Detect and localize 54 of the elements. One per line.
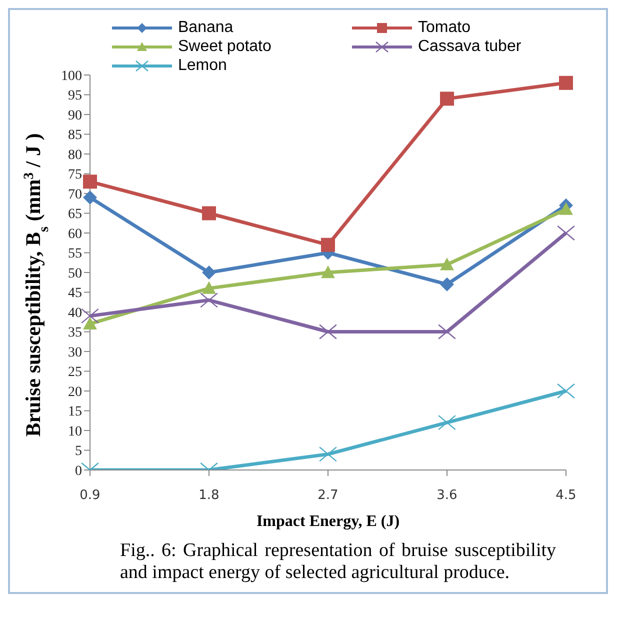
legend-label: Tomato: [418, 18, 470, 37]
y-tick-label: 40: [68, 306, 82, 321]
point: [440, 277, 454, 292]
y-tick-label: 30: [68, 345, 82, 360]
y-tick-label: 15: [68, 404, 82, 420]
y-tick-label: 80: [68, 148, 82, 163]
y-tick-label: 35: [68, 326, 82, 341]
x-tick-label: 4.5: [556, 488, 576, 504]
y-tick-label: 55: [68, 246, 82, 262]
x-tick-label: 3.6: [436, 488, 458, 504]
point: [200, 292, 218, 308]
y-tick-label: 75: [68, 168, 82, 183]
point: [319, 324, 337, 340]
point: [438, 415, 456, 430]
y-tick-label: 5: [75, 444, 82, 460]
point: [438, 324, 456, 340]
y-tick-label: 60: [68, 226, 82, 242]
x-tick-label: 0.9: [80, 488, 100, 504]
x-tick-label: 2.7: [318, 488, 338, 504]
point: [81, 308, 99, 324]
point: [559, 202, 573, 215]
y-tick-label: 65: [68, 207, 82, 222]
text: Fig.. 6: Graphical representation of bruise susceptibility and impact energy of selected agricultural produce.: [120, 540, 556, 584]
y-tick-label: 50: [68, 266, 82, 282]
point: [202, 206, 216, 220]
y-tick-label: 95: [68, 88, 82, 104]
point: [321, 266, 335, 278]
x-tick-label: 1.8: [198, 488, 220, 504]
legend-label: Sweet potato: [178, 37, 272, 56]
point: [440, 258, 454, 270]
y-tick-label: 0: [75, 464, 82, 479]
y-tick-label: 70: [68, 187, 82, 202]
legend-label: Cassava tuber: [418, 37, 522, 56]
x-axis-title: Impact Energy, E (J): [256, 513, 400, 530]
y-tick-label: 90: [68, 108, 82, 124]
y-tick-label: 100: [61, 68, 82, 84]
point: [321, 238, 335, 252]
point: [202, 281, 216, 294]
point: [559, 76, 573, 90]
y-tick-label: 25: [68, 365, 82, 380]
point: [557, 383, 575, 399]
point: [319, 446, 337, 462]
point: [440, 92, 454, 106]
point: [557, 225, 575, 241]
y-tick-label: 20: [68, 384, 82, 400]
point: [202, 266, 216, 280]
y-tick-label: 85: [68, 128, 82, 144]
point: [83, 316, 97, 330]
legend-label: Lemon: [178, 56, 227, 75]
legend-label: Banana: [178, 18, 234, 37]
point: [83, 174, 97, 189]
y-tick-label: 10: [68, 424, 82, 440]
point: [83, 190, 97, 204]
y-tick-label: 45: [68, 286, 82, 302]
